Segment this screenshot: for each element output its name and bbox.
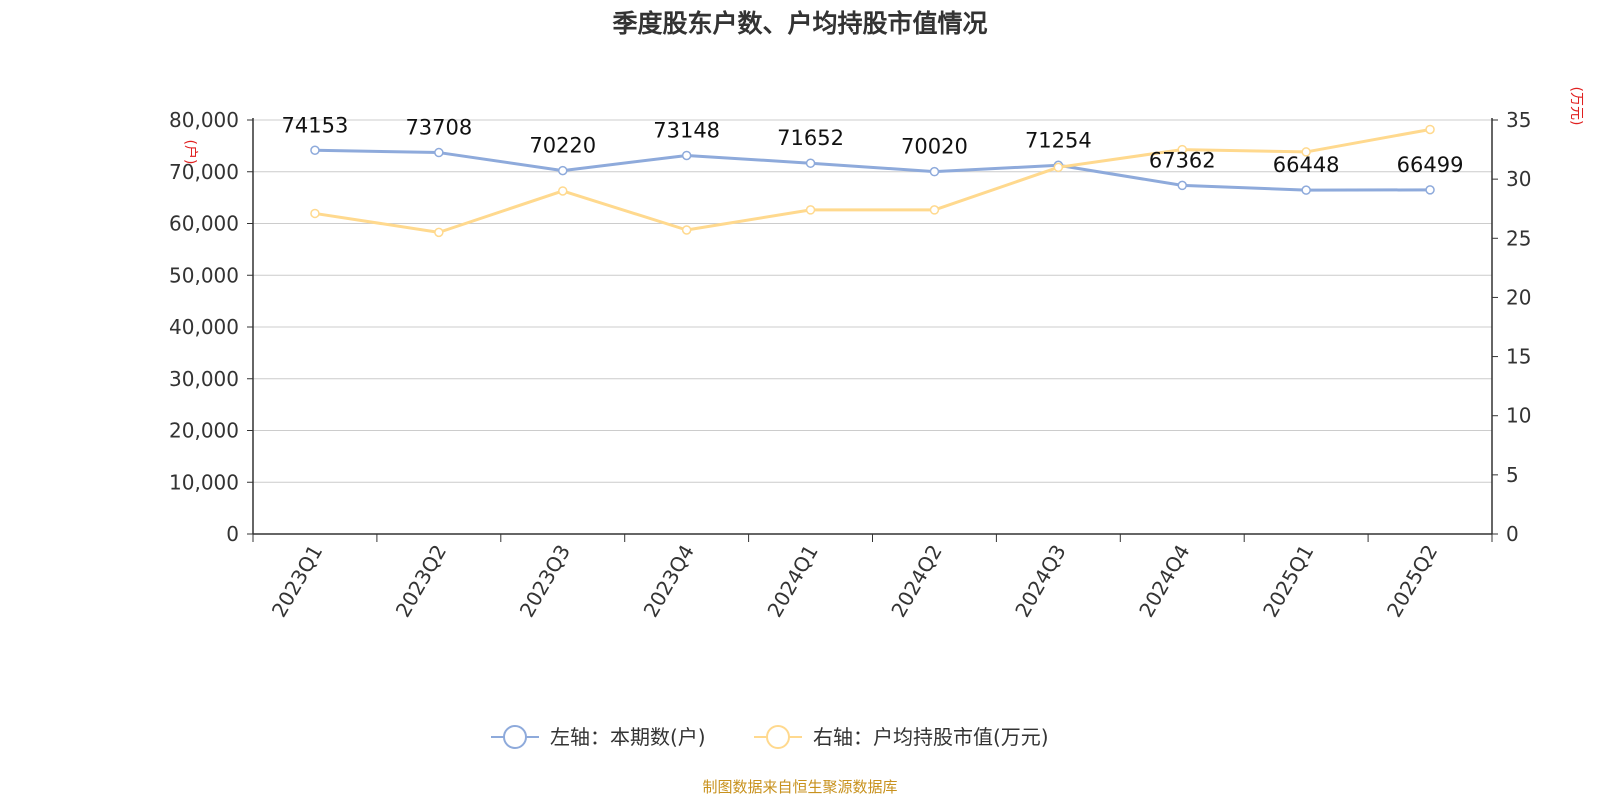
data-label: 73148 bbox=[653, 118, 720, 142]
data-label: 73708 bbox=[405, 116, 472, 140]
left-tick-label: 40,000 bbox=[169, 315, 239, 339]
legend-marker-right bbox=[766, 725, 790, 749]
data-label: 67362 bbox=[1149, 148, 1216, 172]
series-point-right[interactable] bbox=[681, 225, 692, 235]
x-tick-label: 2023Q4 bbox=[639, 541, 699, 622]
legend-marker-left bbox=[503, 725, 527, 749]
series-line-right bbox=[314, 127, 1431, 234]
left-tick-label: 80,000 bbox=[169, 108, 239, 132]
series-point-right[interactable] bbox=[929, 205, 940, 215]
x-tick-label: 2024Q3 bbox=[1010, 541, 1070, 622]
right-tick-label: 5 bbox=[1506, 463, 1519, 487]
series-point-right[interactable] bbox=[558, 186, 568, 196]
series bbox=[310, 124, 1435, 238]
x-tick-label: 2024Q2 bbox=[886, 541, 946, 622]
x-tick-label: 2024Q4 bbox=[1134, 541, 1194, 622]
left-tick-label: 70,000 bbox=[169, 160, 239, 184]
series-point-left[interactable] bbox=[558, 165, 568, 176]
data-label: 74153 bbox=[282, 113, 349, 137]
x-tick-label: 2023Q3 bbox=[515, 541, 575, 622]
series-point-left[interactable] bbox=[310, 145, 320, 156]
right-tick-label: 10 bbox=[1506, 404, 1531, 428]
series-point-left[interactable] bbox=[1177, 180, 1187, 191]
left-tick-label: 20,000 bbox=[169, 419, 239, 443]
series-point-left[interactable] bbox=[929, 166, 940, 177]
series-line-left bbox=[314, 148, 1431, 192]
series-point-right[interactable] bbox=[1053, 162, 1064, 173]
grid bbox=[253, 119, 1492, 483]
x-tick-label: 2023Q2 bbox=[391, 541, 451, 622]
left-tick-label: 10,000 bbox=[169, 470, 239, 494]
series-point-right[interactable] bbox=[805, 205, 816, 215]
right-tick-label: 30 bbox=[1506, 167, 1531, 191]
right-axis-unit: (万元) bbox=[1568, 87, 1584, 126]
legend-item-left-series[interactable]: 左轴：本期数(户) bbox=[491, 725, 706, 749]
series-point-right[interactable] bbox=[1177, 144, 1187, 155]
data-label: 66448 bbox=[1273, 153, 1340, 177]
series-point-left[interactable] bbox=[681, 150, 692, 161]
data-label: 70220 bbox=[529, 134, 596, 158]
data-labels: 74153 73708 70220 73148 71652 70020 71254 67362… bbox=[282, 113, 1464, 177]
data-source-note: 制图数据来自恒生聚源数据库 bbox=[702, 778, 897, 796]
right-tick-label: 20 bbox=[1506, 285, 1531, 309]
left-axis-unit: (户) bbox=[182, 140, 199, 165]
series-point-right[interactable] bbox=[434, 227, 444, 238]
series-point-left[interactable] bbox=[805, 158, 816, 168]
right-tick-label: 15 bbox=[1506, 345, 1531, 369]
right-tick-label: 0 bbox=[1506, 522, 1519, 546]
x-tick-label: 2023Q1 bbox=[267, 541, 327, 622]
data-label: 66499 bbox=[1397, 153, 1464, 177]
legend-item-right-series[interactable]: 右轴：户均持股市值(万元) bbox=[754, 725, 1049, 749]
series-point-right[interactable] bbox=[1425, 124, 1435, 135]
left-tick-label: 60,000 bbox=[169, 212, 239, 236]
legend-label-right: 右轴：户均持股市值(万元) bbox=[813, 725, 1049, 749]
x-tick-label: 2025Q1 bbox=[1258, 541, 1318, 622]
left-tick-label: 30,000 bbox=[169, 367, 239, 391]
series-point-left[interactable] bbox=[1425, 185, 1435, 195]
data-label: 71254 bbox=[1025, 128, 1092, 152]
x-tick-label: 2024Q1 bbox=[762, 541, 822, 622]
legend: 左轴：本期数(户) 右轴：户均持股市值(万元) bbox=[491, 725, 1049, 749]
series-point-right[interactable] bbox=[1301, 147, 1311, 157]
data-label: 71652 bbox=[777, 126, 844, 150]
right-tick-label: 25 bbox=[1506, 226, 1531, 250]
legend-label-left: 左轴：本期数(户) bbox=[550, 725, 706, 749]
left-tick-label: 0 bbox=[226, 522, 239, 546]
series-point-left[interactable] bbox=[1301, 185, 1311, 195]
x-tick-label: 2025Q2 bbox=[1382, 541, 1442, 622]
data-label: 70020 bbox=[901, 135, 968, 159]
series-point-left[interactable] bbox=[434, 147, 444, 158]
series-point-right[interactable] bbox=[310, 208, 320, 219]
left-tick-label: 50,000 bbox=[169, 263, 239, 287]
right-tick-label: 35 bbox=[1506, 108, 1531, 132]
chart-title: 季度股东户数、户均持股市值情况 bbox=[612, 9, 987, 38]
